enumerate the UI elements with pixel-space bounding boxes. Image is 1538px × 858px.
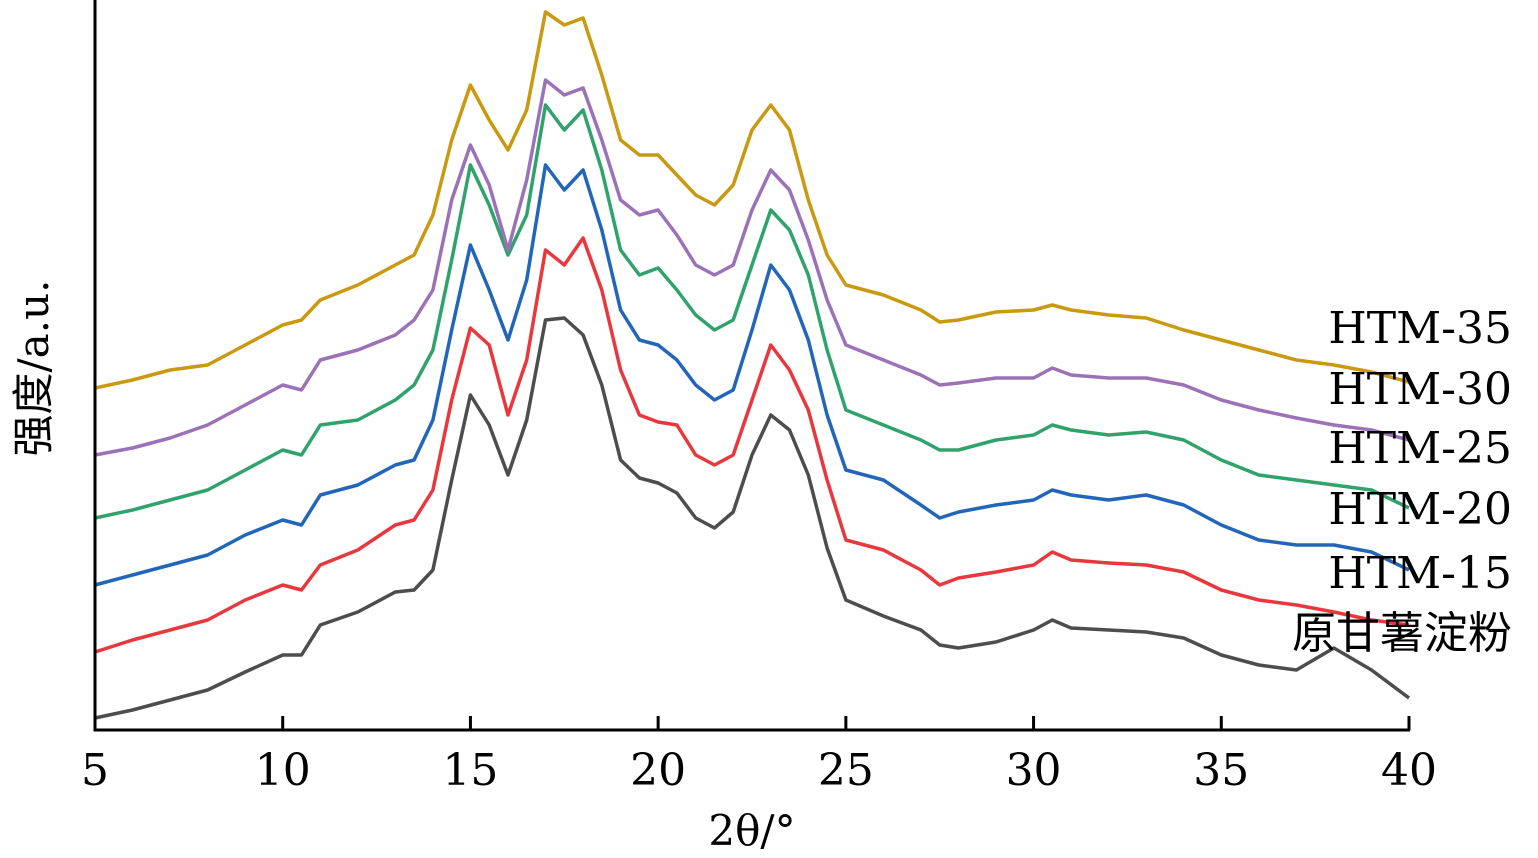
x-tick-label: 25 <box>818 745 874 796</box>
x-tick-label: 20 <box>630 745 686 796</box>
series-layer <box>94 10 1411 720</box>
series-line-4 <box>94 78 1410 457</box>
series-line-5 <box>94 10 1410 390</box>
x-axis-title: 2θ/° <box>708 806 795 855</box>
x-tick-label: 5 <box>81 745 109 796</box>
series-line-1 <box>94 236 1410 654</box>
x-tick-label: 40 <box>1381 745 1437 796</box>
series-line-2 <box>94 163 1410 587</box>
x-tick-label: 30 <box>1006 745 1062 796</box>
series-line-3 <box>94 103 1410 520</box>
series-labels: 原甘薯淀粉 HTM-15 HTM-20 HTM-25 HTM-30 HTM-35 <box>1292 303 1512 659</box>
x-tick-label: 10 <box>255 745 311 796</box>
series-label-4: HTM-30 <box>1328 364 1512 415</box>
series-line-0 <box>94 316 1411 720</box>
series-label-3: HTM-25 <box>1328 423 1512 474</box>
x-tick-label: 35 <box>1193 745 1249 796</box>
series-label-5: HTM-35 <box>1328 303 1512 354</box>
series-label-1: HTM-15 <box>1328 548 1512 599</box>
series-label-0: 原甘薯淀粉 <box>1292 608 1512 659</box>
y-axis-title: 强度/a.u. <box>9 280 58 457</box>
x-ticks: 5 10 15 20 25 30 35 40 <box>81 716 1437 796</box>
x-tick-label: 15 <box>442 745 498 796</box>
series-label-2: HTM-20 <box>1328 484 1512 535</box>
